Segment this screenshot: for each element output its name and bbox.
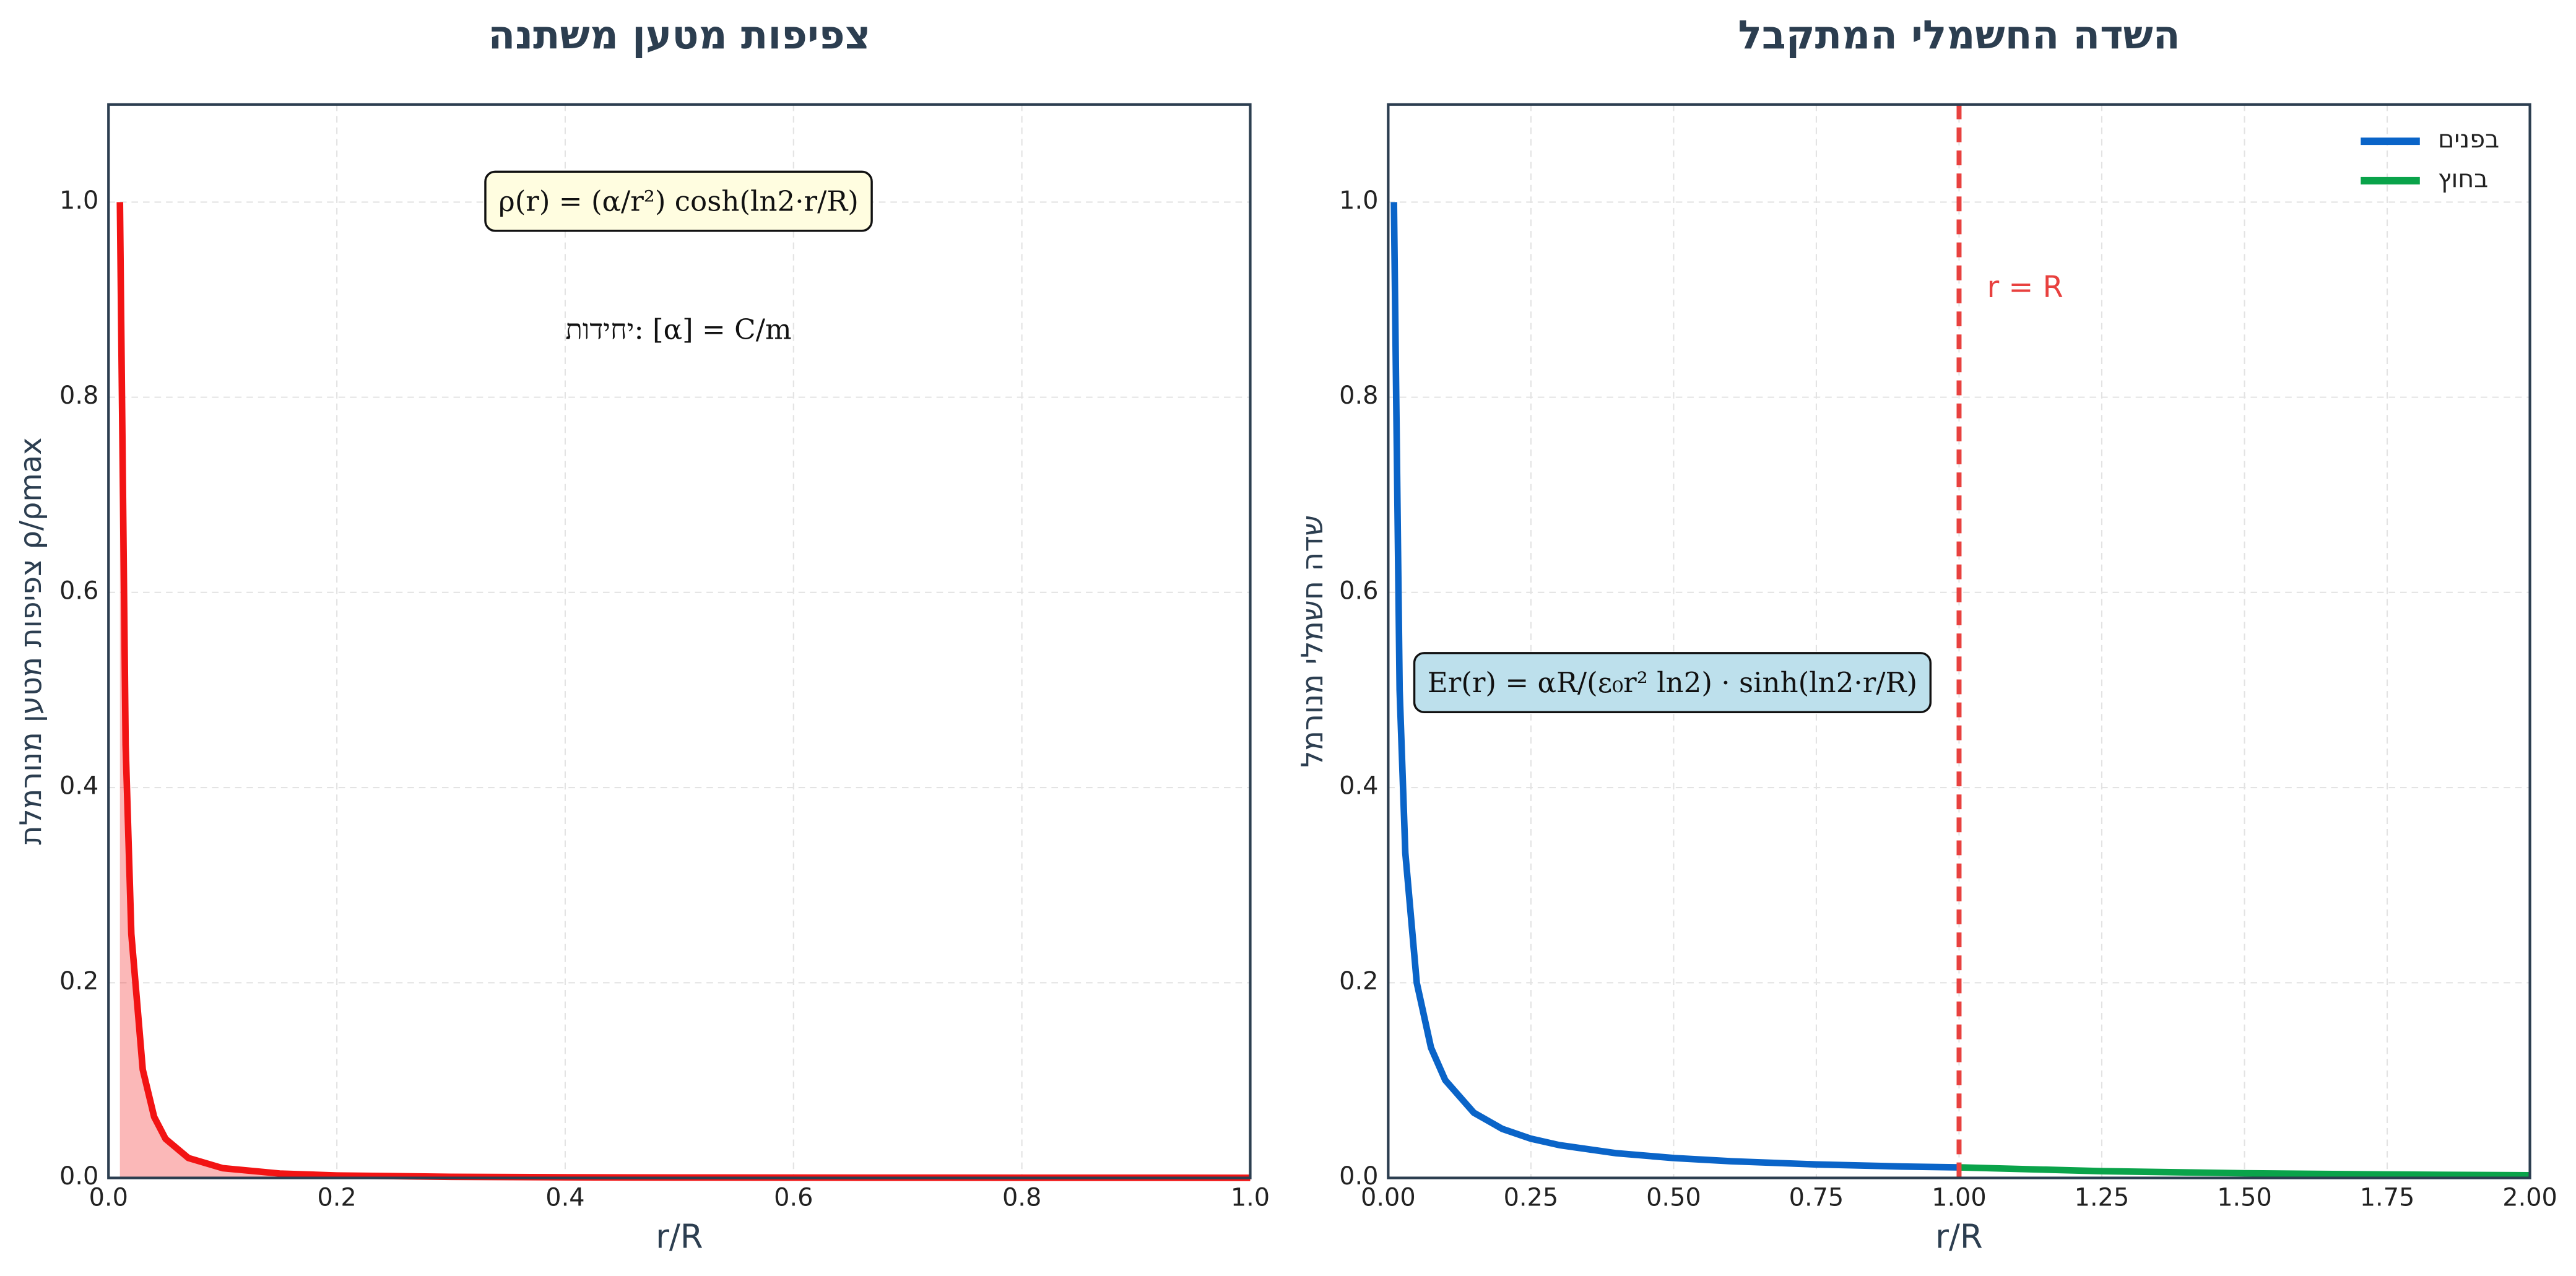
annotation-text: יחידות: [α] = C/m (565, 313, 791, 346)
line (1390, 202, 1959, 1171)
annotation-text: ρ(r) = (α/r²) cosh(ln2·r/R) (498, 185, 859, 218)
x-tick-label: 0.75 (1789, 1184, 1844, 1212)
annotation-text: Er(r) = αR/(ε₀r² ln2) · sinh(ln2·r/R) (1428, 666, 1917, 699)
annotation: ρ(r) = (α/r²) cosh(ln2·r/R) (484, 170, 873, 232)
y-axis-label: שדה חשמלי מנורמל (1296, 515, 1330, 768)
annotation-box (484, 170, 873, 232)
x-tick-label: 0.2 (317, 1184, 356, 1212)
y-tick-label: 0.8 (1339, 381, 1378, 410)
plot-frame (107, 103, 1252, 1179)
line (1959, 1164, 2530, 1179)
x-tick-label: 0.6 (774, 1184, 813, 1212)
y-axis-label: צפיפות מטען מנורמלת ρ/ρmax (14, 438, 48, 845)
x-tick-label: 1.75 (2360, 1184, 2415, 1212)
x-tick-label: 1.50 (2217, 1184, 2272, 1212)
x-axis-label: r/R (1935, 1217, 1983, 1256)
plot-frame (1387, 103, 2531, 1179)
x-tick-label: 0.0 (89, 1184, 128, 1212)
x-tick-label: 1.0 (1231, 1184, 1270, 1212)
y-tick-label: 0.8 (59, 381, 98, 410)
chart-title: השדה החשמלי המתקבל (1738, 13, 2180, 59)
y-tick-label: 0.4 (1339, 772, 1378, 801)
annotation: Er(r) = αR/(ε₀r² ln2) · sinh(ln2·r/R) (1413, 652, 1932, 713)
y-tick-label: 1.0 (59, 186, 98, 215)
x-tick-label: 0.4 (545, 1184, 584, 1212)
reference-label: r = R (1987, 271, 2063, 305)
x-tick-label: 1.25 (2075, 1184, 2130, 1212)
x-tick-label: 0.50 (1646, 1184, 1701, 1212)
y-tick-label: 0.6 (1339, 576, 1378, 605)
x-tick-label: 0.25 (1504, 1184, 1559, 1212)
y-tick-label: 0.0 (59, 1162, 98, 1191)
x-tick-label: 1.00 (1932, 1184, 1987, 1212)
y-tick-label: 0.4 (59, 772, 98, 801)
y-tick-label: 1.0 (1339, 186, 1378, 215)
annotation-box (1413, 652, 1932, 713)
y-tick-label: 0.2 (1339, 967, 1378, 996)
y-tick-label: 0.0 (1339, 1162, 1378, 1191)
legend-label: בחוץ (2438, 165, 2488, 193)
x-axis-label: r/R (656, 1217, 703, 1256)
chart-title: צפיפות מטען משתנה (488, 13, 870, 59)
y-tick-label: 0.2 (59, 967, 98, 996)
y-tick-label: 0.6 (59, 576, 98, 605)
legend-label: בפנים (2438, 126, 2499, 154)
annotation: יחידות: [α] = C/m (565, 313, 791, 346)
x-tick-label: 0.00 (1361, 1184, 1416, 1212)
x-tick-label: 2.00 (2502, 1184, 2557, 1212)
x-tick-label: 0.8 (1002, 1184, 1041, 1212)
